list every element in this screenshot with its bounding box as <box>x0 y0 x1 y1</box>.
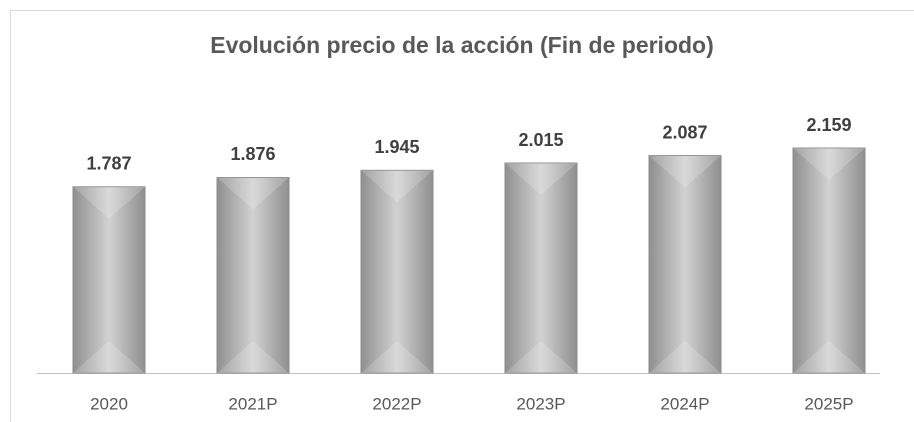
x-tick-label: 2020 <box>90 394 128 413</box>
data-label: 1.945 <box>374 137 419 157</box>
data-label: 1.787 <box>86 154 131 174</box>
bar <box>648 155 722 374</box>
bar <box>504 162 578 374</box>
chart-title: Evolución precio de la acción (Fin de pe… <box>210 32 714 58</box>
data-label: 2.087 <box>662 122 707 142</box>
x-tick-label: 2024P <box>660 394 709 413</box>
x-tick-label: 2025P <box>804 394 853 413</box>
data-label: 2.015 <box>518 130 563 150</box>
x-tick-label: 2021P <box>228 394 277 413</box>
bar <box>216 176 290 374</box>
x-tick-label: 2023P <box>516 394 565 413</box>
chart-frame <box>10 10 914 422</box>
bar <box>792 147 866 374</box>
x-tick-label: 2022P <box>372 394 421 413</box>
bar <box>72 186 146 374</box>
data-label: 2.159 <box>806 115 851 135</box>
bar <box>360 169 434 374</box>
data-label: 1.876 <box>230 144 275 164</box>
